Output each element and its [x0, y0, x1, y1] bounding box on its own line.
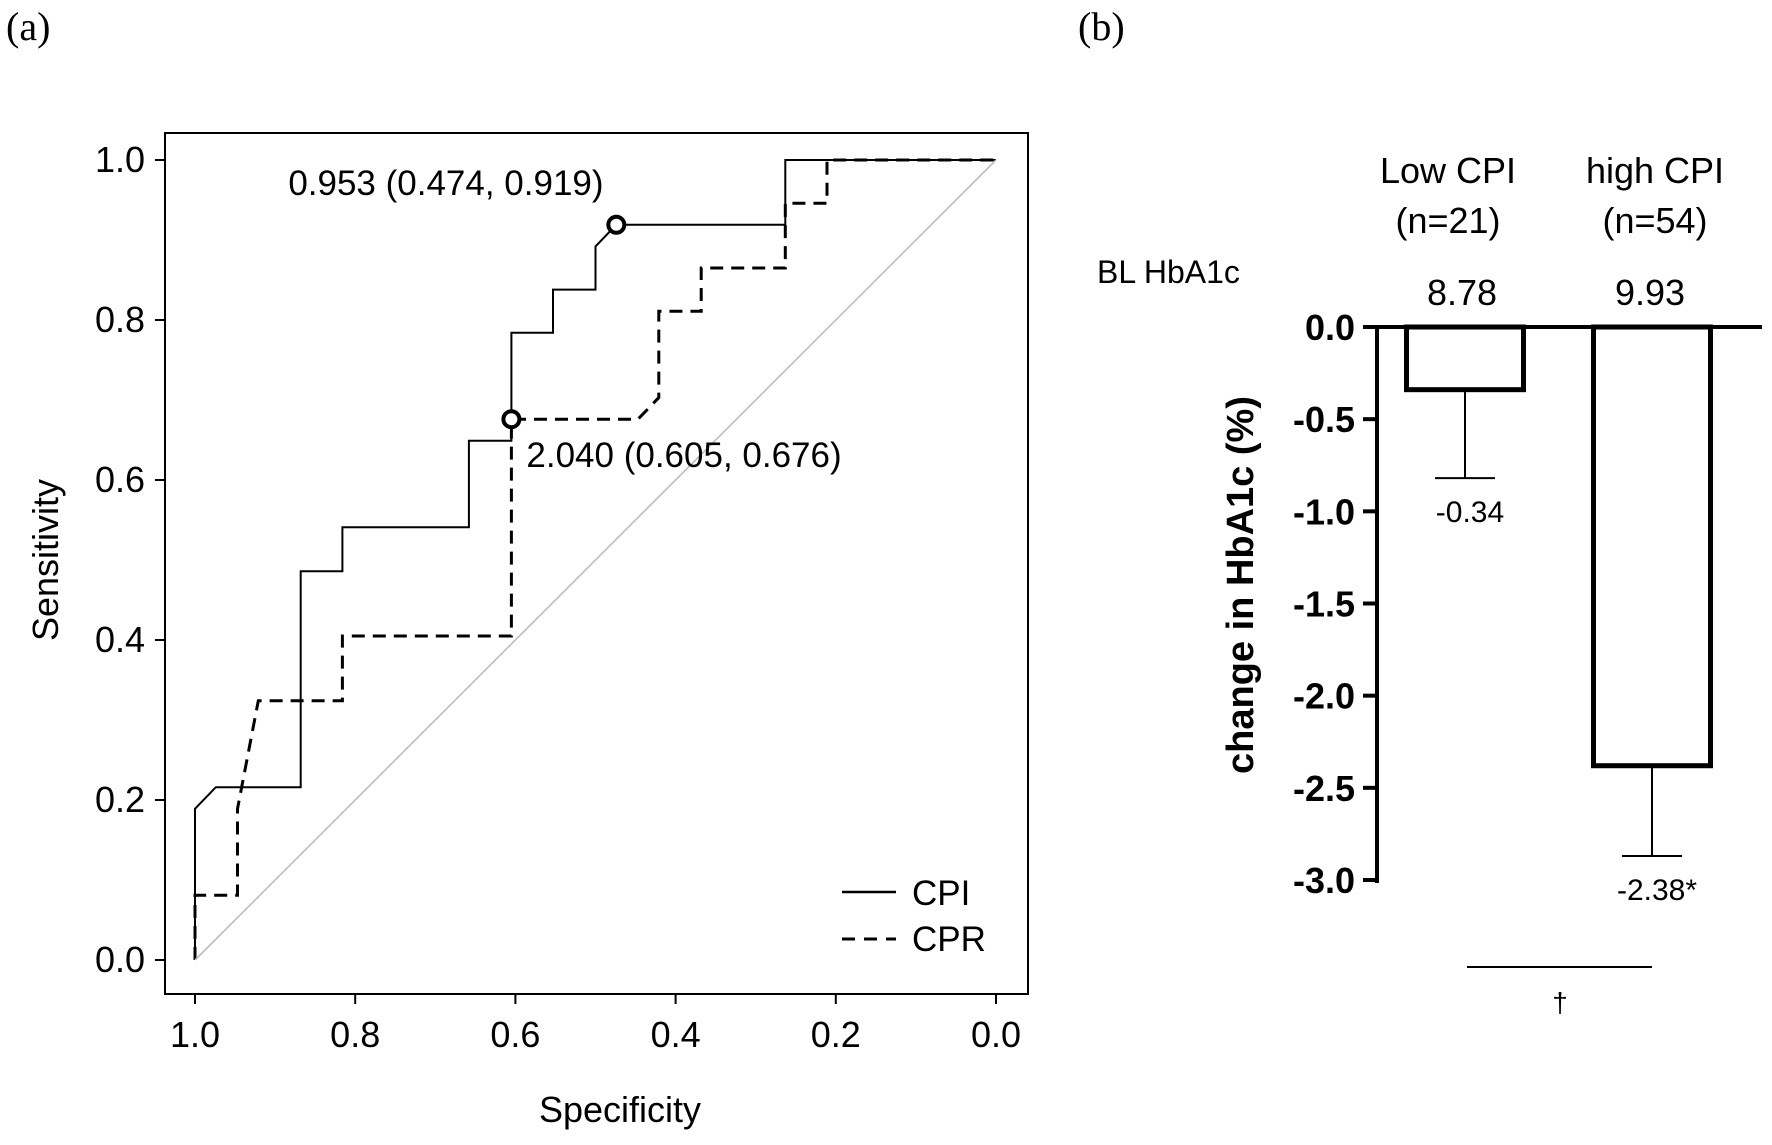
roc-x-tick-label: 0.8	[330, 1014, 380, 1055]
bar-value-label: -2.38*	[1617, 874, 1697, 907]
roc-x-tick-label: 0.6	[490, 1014, 540, 1055]
panel-a-label: (a)	[6, 4, 50, 49]
panel-a: (a) 1.0 0.8 0.6 0.4 0.2 0.0 0.00.20.40.60.81.…	[6, 4, 1029, 1130]
roc-curve-cpr	[193, 158, 996, 960]
roc-x-axis-label: Specificity	[539, 1089, 701, 1130]
cutoff-marker-cpr	[501, 409, 522, 430]
bar-series: -0.34 -2.38*	[1404, 324, 1713, 907]
roc-plot-frame	[164, 132, 1029, 995]
bar-y-tick-label: 0.0	[1305, 307, 1355, 348]
bar-high-cpi	[1591, 324, 1713, 769]
significance-dagger: †	[1552, 987, 1568, 1018]
roc-y-axis-ticks: 0.0 0.2 0.4 0.6 0.8 1.0	[95, 139, 165, 980]
roc-y-tick-label: 0.6	[95, 459, 145, 500]
group-label-low-cpi: Low CPI	[1380, 150, 1516, 191]
roc-series-group	[193, 158, 997, 961]
bar-low-cpi	[1404, 324, 1526, 393]
group-n-high-cpi: (n=54)	[1602, 200, 1707, 241]
bar-y-axis-ticks: 0.0 -0.5 -1.0 -1.5 -2.0 -2.5 -3.0	[1293, 307, 1377, 901]
bar-y-tick-label: -1.5	[1293, 584, 1355, 625]
baseline-hba1c-label: BL HbA1c	[1097, 254, 1240, 290]
baseline-value-high-cpi: 9.93	[1615, 272, 1685, 313]
cutoff-marker-cpi	[606, 214, 627, 235]
cpr-cutoff-label: 2.040 (0.605, 0.676)	[526, 436, 841, 475]
bar-value-label: -0.34	[1436, 496, 1504, 529]
bar-y-axis-label: change in HbA1c (%)	[1220, 396, 1262, 774]
group-label-high-cpi: high CPI	[1586, 150, 1724, 191]
bar-y-tick-label: -1.0	[1293, 491, 1355, 532]
roc-x-tick-label: 0.4	[651, 1014, 701, 1055]
roc-x-axis-ticks: 1.0 0.8 0.6 0.4 0.2 0.0	[170, 994, 1021, 1055]
roc-x-tick-label: 0.2	[811, 1014, 861, 1055]
roc-y-tick-label: 0.2	[95, 779, 145, 820]
baseline-value-low-cpi: 8.78	[1427, 272, 1497, 313]
panel-b-label: (b)	[1078, 4, 1125, 49]
roc-x-tick-label: 0.0	[971, 1014, 1021, 1055]
bar-y-tick-label: -3.0	[1293, 860, 1355, 901]
roc-y-axis-label: Sensitivity	[25, 479, 66, 641]
bar-y-tick-label: -2.0	[1293, 676, 1355, 717]
roc-x-tick-label: 1.0	[170, 1014, 220, 1055]
legend-label-cpi: CPI	[912, 874, 970, 913]
roc-legend: CPI CPR	[842, 874, 986, 959]
roc-y-tick-label: 0.8	[95, 299, 145, 340]
roc-y-tick-label: 1.0	[95, 139, 145, 180]
roc-y-tick-label: 0.0	[95, 939, 145, 980]
bar-y-tick-label: -2.5	[1293, 768, 1355, 809]
legend-label-cpr: CPR	[912, 920, 986, 959]
panel-b: (b) Low CPI (n=21) high CPI (n=54) BL Hb…	[1078, 4, 1762, 1018]
roc-cutoff-points	[501, 214, 627, 430]
roc-y-tick-label: 0.4	[95, 619, 145, 660]
group-n-low-cpi: (n=21)	[1395, 200, 1500, 241]
roc-reference-diagonal	[194, 159, 997, 961]
cpi-cutoff-label: 0.953 (0.474, 0.919)	[288, 164, 603, 203]
bar-y-tick-label: -0.5	[1293, 399, 1355, 440]
